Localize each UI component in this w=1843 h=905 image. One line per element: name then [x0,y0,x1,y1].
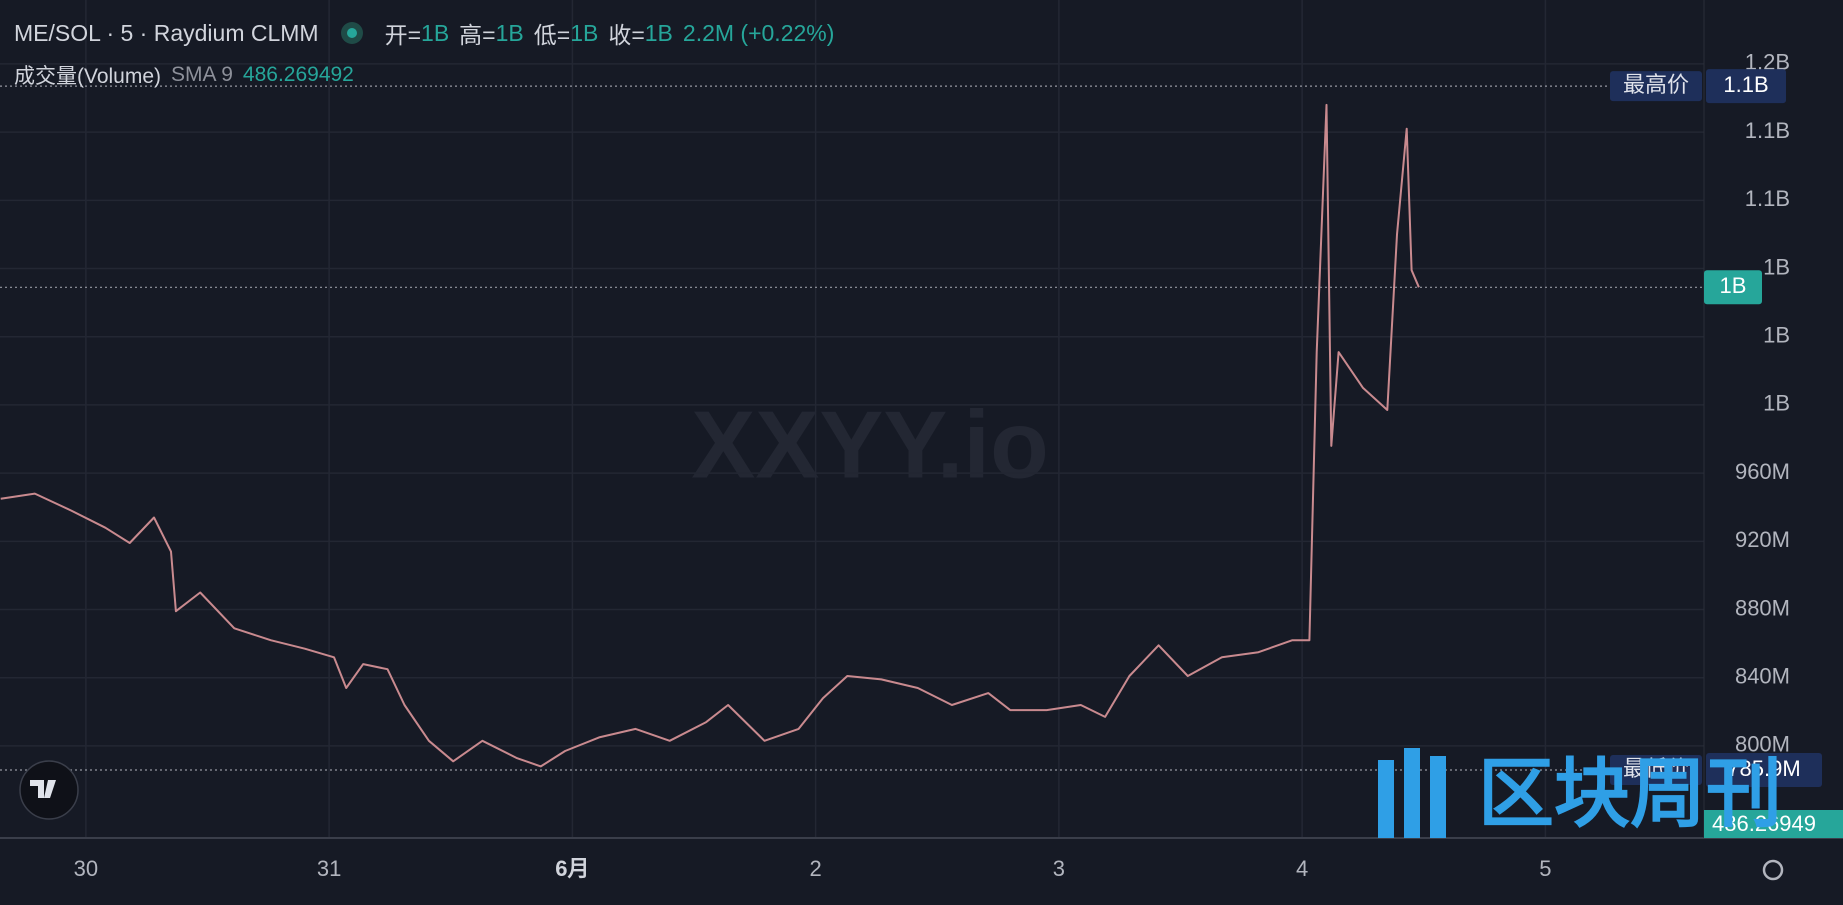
ohlc-open: 1B [421,19,450,46]
tag-value: 1.1B [1723,72,1768,97]
x-tick-label: 4 [1296,856,1308,881]
ohlc-open-label: 开= [384,22,422,48]
tv-badge-icon [30,780,56,798]
tag-label: 最低价 [1623,756,1689,781]
volume-header: 成交量(Volume) SMA 9 486.269492 [14,60,354,90]
ohlc-close-label: 收= [608,22,645,48]
y-tick-label: 840M [1735,664,1790,689]
ohlc-low-label: 低= [533,22,571,48]
y-tick-label: 920M [1735,527,1790,552]
volume-label[interactable]: 成交量(Volume) [14,65,162,88]
volume-tag-box [1704,810,1843,838]
y-tick-label: 960M [1735,459,1790,484]
x-tick-label: 6月 [555,856,589,881]
tag-label-box [1610,754,1702,785]
y-tick-label: 880M [1735,595,1790,620]
logo-bar [1404,748,1420,838]
x-tick-label: 30 [74,856,98,881]
volume-indicator: SMA 9 [171,63,233,86]
settings-icon[interactable] [1762,859,1784,881]
price-line [0,103,1420,768]
x-tick-label: 5 [1539,856,1551,881]
ohlc-low: 1B [570,19,599,46]
volume-tag: 486.26949 [1712,811,1816,836]
y-tick-label: 1B [1763,254,1790,279]
tag-value: 785.9M [1727,756,1800,781]
x-tick-label: 3 [1053,856,1065,881]
ohlc-high-label: 高= [459,22,496,48]
change: 2.2M (+0.22%) [682,19,835,46]
y-tick-label: 800M [1735,732,1790,757]
volume-value: 486.269492 [242,63,354,86]
symbol[interactable]: ME/SOL · 5 · Raydium CLMM [14,19,319,46]
y-tick-label: 1B [1763,323,1790,348]
tag-value-box [1706,69,1786,104]
tag-label: 最高价 [1623,72,1689,97]
x-tick-label: 2 [810,856,822,881]
status-dot [340,22,363,44]
tag-value: 1B [1720,273,1747,298]
logo: 区块周刊 [1478,752,1782,837]
logo-bar [1378,760,1394,838]
x-tick-label: 31 [317,856,341,881]
y-tick-label: 1.1B [1745,186,1790,211]
tag-label-box [1610,71,1702,102]
y-tick-label: 1.1B [1745,118,1790,143]
ohlc-close: 1B [644,19,673,46]
y-tick-label: 1B [1763,391,1790,416]
tag-value-box [1704,270,1762,305]
ohlc-high: 1B [495,19,524,46]
watermark: XXYY.io [691,391,1048,498]
header: ME/SOL · 5 · Raydium CLMM 开= 1B 高= 1B 低= 1B… [14,16,834,50]
logo-bar [1430,756,1446,838]
tag-value-box [1706,752,1822,787]
